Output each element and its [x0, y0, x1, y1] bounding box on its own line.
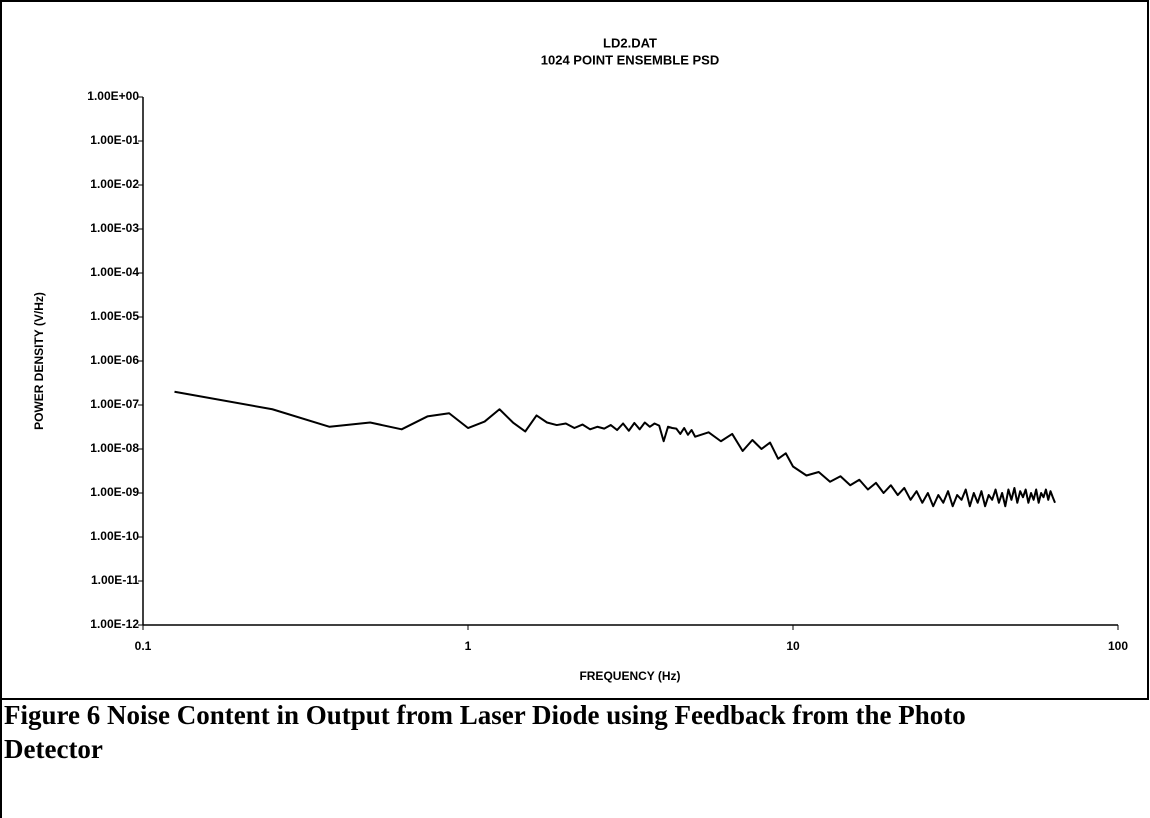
y-tick-label: 1.00E+00: [87, 89, 139, 103]
chart-title: LD2.DAT: [603, 35, 657, 50]
y-tick-label: 1.00E-06: [90, 353, 139, 367]
y-tick-label: 1.00E-08: [90, 441, 139, 455]
x-tick-label: 100: [1108, 639, 1128, 653]
y-tick-label: 1.00E-03: [90, 221, 139, 235]
caption-line: Detector: [4, 734, 103, 764]
x-tick-label: 10: [786, 639, 800, 653]
x-axis-label: FREQUENCY (Hz): [579, 669, 680, 683]
chart-frame: [0, 0, 1149, 700]
y-tick-label: 1.00E-12: [90, 617, 139, 631]
y-tick-label: 1.00E-04: [90, 265, 139, 279]
x-tick-label: 0.1: [135, 639, 152, 653]
x-tick-label: 1: [465, 639, 472, 653]
y-tick-label: 1.00E-07: [90, 397, 139, 411]
chart-subtitle: 1024 POINT ENSEMBLE PSD: [541, 52, 719, 67]
y-tick-label: 1.00E-10: [90, 529, 139, 543]
data-line: [174, 390, 1056, 508]
y-tick-label: 1.00E-01: [90, 133, 139, 147]
y-axis-label: POWER DENSITY (V/Hz): [32, 292, 46, 430]
y-tick-label: 1.00E-05: [90, 309, 139, 323]
y-tick-label: 1.00E-11: [91, 573, 139, 587]
y-tick-label: 1.00E-09: [90, 485, 139, 499]
y-tick-label: 1.00E-02: [90, 177, 139, 191]
caption-line: Figure 6 Noise Content in Output from La…: [4, 700, 966, 730]
